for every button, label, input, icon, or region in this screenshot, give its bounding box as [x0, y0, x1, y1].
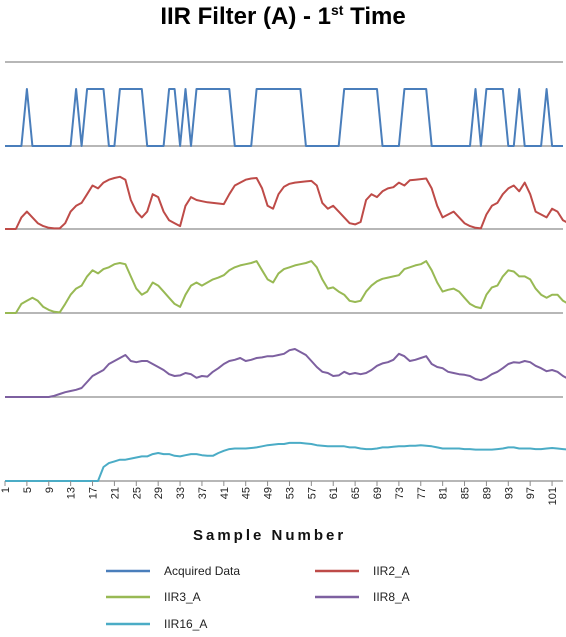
series-line-4 — [5, 348, 566, 398]
x-tick-label-5: 21 — [109, 487, 121, 499]
series-line-5 — [5, 441, 566, 482]
x-tick-label-20: 81 — [438, 487, 450, 499]
x-tick-label-12: 49 — [263, 487, 275, 499]
x-tick-label-15: 61 — [328, 487, 340, 499]
x-tick-label-7: 29 — [153, 487, 165, 499]
legend-label-5: IIR16_A — [164, 617, 207, 631]
chart-title-tail: Time — [343, 3, 406, 30]
x-tick-label-22: 89 — [481, 487, 493, 499]
x-tick-label-3: 13 — [66, 487, 78, 499]
legend-label-2: IIR2_A — [373, 564, 410, 578]
chart-series-lines — [5, 88, 566, 482]
x-tick-label-24: 97 — [525, 487, 537, 499]
x-tick-label-13: 53 — [284, 487, 296, 499]
x-tick-label-18: 73 — [394, 487, 406, 499]
legend: Acquired Data IIR2_A IIR3_A IIR8_A IIR16_A — [106, 564, 410, 631]
x-tick-label-19: 77 — [416, 487, 428, 499]
x-tick-label-11: 45 — [241, 487, 253, 499]
x-tick-label-14: 57 — [306, 487, 318, 499]
legend-label-1: Acquired Data — [164, 564, 240, 578]
series-line-2 — [5, 175, 566, 230]
x-tick-label-8: 33 — [175, 487, 187, 499]
x-tick-label-21: 85 — [460, 487, 472, 499]
x-tick-label-2: 9 — [44, 487, 56, 493]
x-tick-label-17: 69 — [372, 487, 384, 499]
x-tick-label-1: 5 — [22, 487, 34, 493]
x-tick-label-23: 93 — [503, 487, 515, 499]
chart-title-sup: st — [330, 2, 344, 18]
x-tick-label-10: 41 — [219, 487, 231, 499]
series-line-1 — [5, 88, 563, 147]
series-line-3 — [5, 260, 566, 314]
x-tick-label-4: 17 — [88, 487, 100, 499]
x-axis: 1 5 9 13 17 21 25 29 33 37 41 45 49 53 57 61 65 69 73 77 81 8… — [0, 481, 559, 505]
legend-label-4: IIR8_A — [373, 590, 410, 604]
x-axis-label: Sample Number — [193, 527, 346, 544]
x-tick-label-16: 65 — [350, 487, 362, 499]
legend-label-3: IIR3_A — [164, 590, 201, 604]
chart-title-main: IIR Filter (A) - 1 — [160, 3, 331, 30]
chart-title: IIR Filter (A) - 1st Time — [0, 2, 566, 31]
x-tick-label-0: 1 — [0, 487, 12, 493]
x-tick-label-9: 37 — [197, 487, 209, 499]
x-tick-label-6: 25 — [131, 487, 143, 499]
x-tick-label-25: 101 — [547, 487, 559, 505]
